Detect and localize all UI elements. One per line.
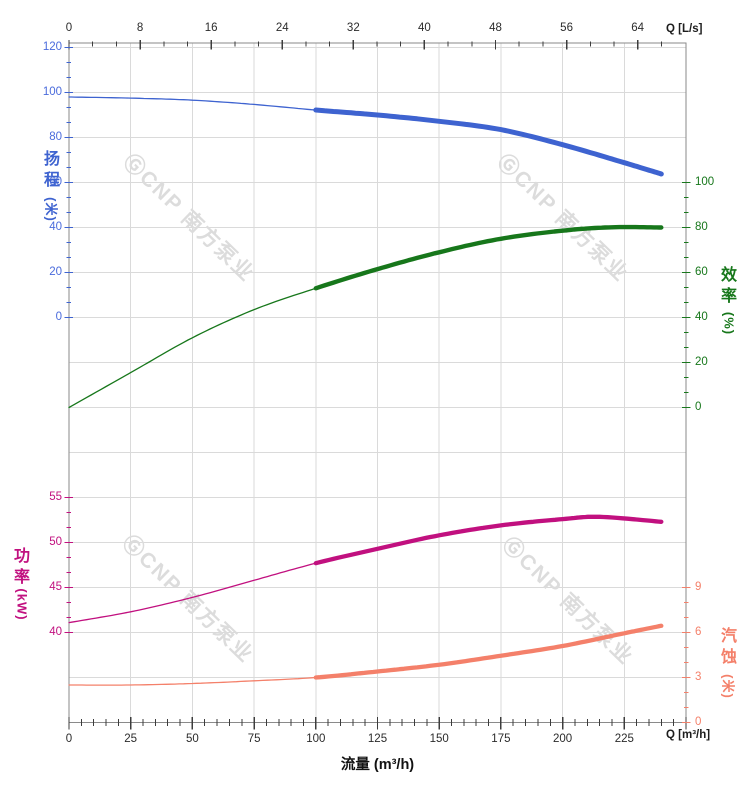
efficiency-axis-unit: (%): [721, 311, 737, 336]
npsh-axis-title-text: 汽蚀: [720, 628, 737, 666]
head-axis-title-text: 扬程: [43, 151, 60, 189]
efficiency-curve: [313, 224, 664, 291]
top-axis-unit-label: Q [L/s]: [666, 23, 703, 35]
head-curve: [313, 107, 664, 177]
npsh-axis-unit: (米): [720, 674, 736, 699]
efficiency-axis-title: 效率 (%): [717, 265, 741, 335]
power-curve: [68, 562, 317, 624]
head-axis-unit: (米): [43, 197, 59, 222]
cnp-watermark: ⒼCNP 南方泵业: [119, 149, 260, 286]
head-curve: [68, 96, 317, 111]
power-axis-title: 功率 (kW): [10, 546, 34, 621]
cnp-watermark: ⒼCNP 南方泵业: [498, 532, 639, 669]
efficiency-axis-title-text: 效率: [720, 267, 737, 305]
npsh-curve: [68, 676, 317, 686]
power-curve: [313, 514, 664, 566]
npsh-axis-title: 汽蚀 (米): [717, 626, 741, 699]
head-axis-title: 扬程 (米): [40, 149, 64, 222]
bottom-axis-unit-label: Q [m³/h]: [666, 729, 711, 741]
power-axis-title-text: 功率: [13, 548, 30, 586]
npsh-curve: [313, 623, 664, 680]
efficiency-curve: [68, 287, 317, 409]
x-axis-title: 流量 (m³/h): [340, 757, 415, 773]
power-axis-unit: (kW): [14, 588, 30, 621]
